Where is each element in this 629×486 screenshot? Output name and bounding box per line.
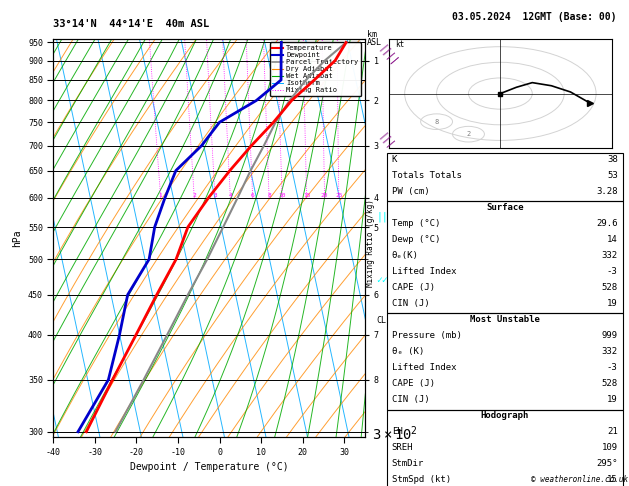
Text: 19: 19 [607, 395, 618, 404]
Text: 4: 4 [228, 192, 232, 198]
Text: 332: 332 [601, 251, 618, 260]
Text: StmSpd (kt): StmSpd (kt) [392, 475, 451, 485]
Text: EH: EH [392, 427, 403, 436]
Text: Surface: Surface [486, 203, 523, 212]
Text: CIN (J): CIN (J) [392, 299, 430, 308]
Text: 29.6: 29.6 [596, 219, 618, 228]
Text: 3.28: 3.28 [596, 187, 618, 196]
Text: 53: 53 [607, 171, 618, 180]
Text: PW (cm): PW (cm) [392, 187, 430, 196]
Text: K: K [392, 155, 398, 164]
Legend: Temperature, Dewpoint, Parcel Trajectory, Dry Adiabat, Wet Adiabat, Isotherm, Mi: Temperature, Dewpoint, Parcel Trajectory… [270, 42, 361, 96]
Text: 20: 20 [321, 192, 328, 198]
Text: ✓✓: ✓✓ [376, 275, 388, 285]
Text: 528: 528 [601, 379, 618, 388]
Text: kt: kt [395, 40, 404, 49]
Text: 03.05.2024  12GMT (Base: 00): 03.05.2024 12GMT (Base: 00) [452, 12, 616, 22]
Text: 33°14'N  44°14'E  40m ASL: 33°14'N 44°14'E 40m ASL [53, 19, 209, 29]
Text: Lifted Index: Lifted Index [392, 267, 457, 276]
Text: ASL: ASL [367, 38, 382, 47]
Text: SREH: SREH [392, 443, 413, 452]
Text: 1: 1 [159, 192, 162, 198]
Text: 38: 38 [607, 155, 618, 164]
Text: Totals Totals: Totals Totals [392, 171, 462, 180]
Text: 332: 332 [601, 347, 618, 356]
Text: ||||: |||| [376, 44, 399, 69]
Text: CIN (J): CIN (J) [392, 395, 430, 404]
Text: Temp (°C): Temp (°C) [392, 219, 440, 228]
Text: 2: 2 [192, 192, 196, 198]
Text: Hodograph: Hodograph [481, 411, 529, 420]
Text: StmDir: StmDir [392, 459, 424, 469]
Text: 6: 6 [251, 192, 255, 198]
Text: 528: 528 [601, 283, 618, 292]
Text: -3: -3 [607, 267, 618, 276]
Text: 109: 109 [601, 443, 618, 452]
Text: 10: 10 [279, 192, 286, 198]
Text: Dewp (°C): Dewp (°C) [392, 235, 440, 244]
Text: θₑ(K): θₑ(K) [392, 251, 419, 260]
Text: |||: ||| [376, 131, 396, 152]
Text: 8: 8 [267, 192, 271, 198]
Text: 8: 8 [435, 119, 438, 125]
Text: 14: 14 [607, 235, 618, 244]
Y-axis label: hPa: hPa [13, 229, 23, 247]
Text: CL: CL [376, 316, 386, 325]
Text: Pressure (mb): Pressure (mb) [392, 331, 462, 340]
Text: 2: 2 [466, 131, 470, 137]
Text: -3: -3 [607, 363, 618, 372]
X-axis label: Dewpoint / Temperature (°C): Dewpoint / Temperature (°C) [130, 462, 289, 472]
Text: Most Unstable: Most Unstable [470, 315, 540, 324]
Text: 3: 3 [213, 192, 217, 198]
Text: © weatheronline.co.uk: © weatheronline.co.uk [531, 474, 628, 484]
Text: ||: || [376, 211, 388, 222]
Text: 15: 15 [607, 475, 618, 485]
Text: km: km [367, 30, 377, 39]
Text: 295°: 295° [596, 459, 618, 469]
Text: 21: 21 [607, 427, 618, 436]
Text: 15: 15 [303, 192, 311, 198]
Text: 25: 25 [335, 192, 343, 198]
Text: θₑ (K): θₑ (K) [392, 347, 424, 356]
Text: Mixing Ratio (g/kg): Mixing Ratio (g/kg) [366, 199, 375, 287]
Text: 19: 19 [607, 299, 618, 308]
Text: Lifted Index: Lifted Index [392, 363, 457, 372]
Text: CAPE (J): CAPE (J) [392, 283, 435, 292]
Text: CAPE (J): CAPE (J) [392, 379, 435, 388]
Text: 999: 999 [601, 331, 618, 340]
